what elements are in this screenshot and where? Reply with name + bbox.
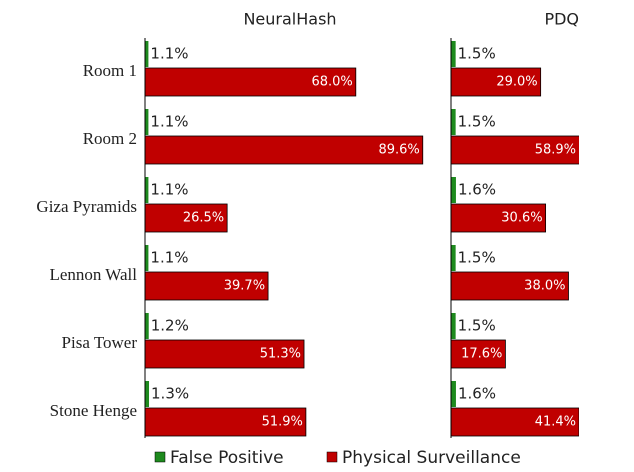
value-label: 58.9% bbox=[535, 143, 576, 158]
panel-title: NeuralHash bbox=[243, 10, 336, 29]
bar bbox=[451, 407, 579, 437]
value-label: 1.1% bbox=[150, 249, 188, 267]
category-label: Lennon Wall bbox=[49, 265, 137, 284]
value-label: 1.3% bbox=[151, 385, 189, 403]
category-label: Giza Pyramids bbox=[36, 197, 137, 216]
legend-label: False Positive bbox=[170, 448, 284, 468]
bar bbox=[145, 245, 149, 271]
value-label: 29.0% bbox=[496, 75, 537, 90]
category-label: Pisa Tower bbox=[62, 333, 138, 352]
value-label: 1.6% bbox=[458, 181, 496, 199]
bar bbox=[451, 41, 456, 67]
bar bbox=[145, 41, 149, 67]
legend-label: Physical Surveillance bbox=[342, 448, 521, 468]
value-label: 68.0% bbox=[311, 75, 352, 90]
bar bbox=[145, 339, 305, 369]
bar bbox=[451, 381, 456, 407]
bar bbox=[451, 245, 456, 271]
value-label: 1.5% bbox=[458, 249, 496, 267]
bar bbox=[145, 177, 149, 203]
bar bbox=[451, 67, 542, 97]
bar bbox=[145, 135, 424, 165]
legend-swatch bbox=[326, 451, 338, 463]
panel-bars bbox=[145, 41, 424, 437]
bar bbox=[451, 271, 569, 301]
value-label: 38.0% bbox=[524, 279, 565, 294]
value-label: 1.5% bbox=[458, 113, 496, 131]
bar bbox=[145, 271, 269, 301]
panel-bars bbox=[451, 41, 579, 437]
category-label: Stone Henge bbox=[50, 401, 137, 420]
value-label: 41.4% bbox=[535, 415, 576, 430]
bar bbox=[145, 381, 150, 407]
value-label: 51.3% bbox=[260, 347, 301, 362]
bar bbox=[451, 313, 456, 339]
bar bbox=[145, 67, 357, 97]
bar bbox=[145, 407, 307, 437]
value-label: 1.1% bbox=[150, 45, 188, 63]
bar bbox=[451, 177, 456, 203]
value-label: 30.6% bbox=[501, 211, 542, 226]
value-label: 1.2% bbox=[151, 317, 189, 335]
category-label: Room 2 bbox=[83, 129, 137, 148]
bar bbox=[451, 109, 456, 135]
bar bbox=[451, 339, 506, 369]
value-label: 1.5% bbox=[458, 45, 496, 63]
legend-swatch bbox=[154, 451, 166, 463]
value-label: 26.5% bbox=[183, 211, 224, 226]
value-label: 1.5% bbox=[458, 317, 496, 335]
panel-title: PDQ bbox=[544, 10, 579, 29]
bar bbox=[145, 313, 149, 339]
bar bbox=[145, 203, 228, 233]
value-label: 51.9% bbox=[262, 415, 303, 430]
value-label: 1.1% bbox=[150, 113, 188, 131]
value-label: 1.1% bbox=[150, 181, 188, 199]
value-label: 39.7% bbox=[224, 279, 265, 294]
category-label: Room 1 bbox=[83, 61, 137, 80]
bar bbox=[451, 203, 547, 233]
value-label: 89.6% bbox=[378, 143, 419, 158]
bar bbox=[451, 135, 579, 165]
value-label: 1.6% bbox=[458, 385, 496, 403]
value-label: 17.6% bbox=[461, 347, 502, 362]
bar bbox=[145, 109, 149, 135]
